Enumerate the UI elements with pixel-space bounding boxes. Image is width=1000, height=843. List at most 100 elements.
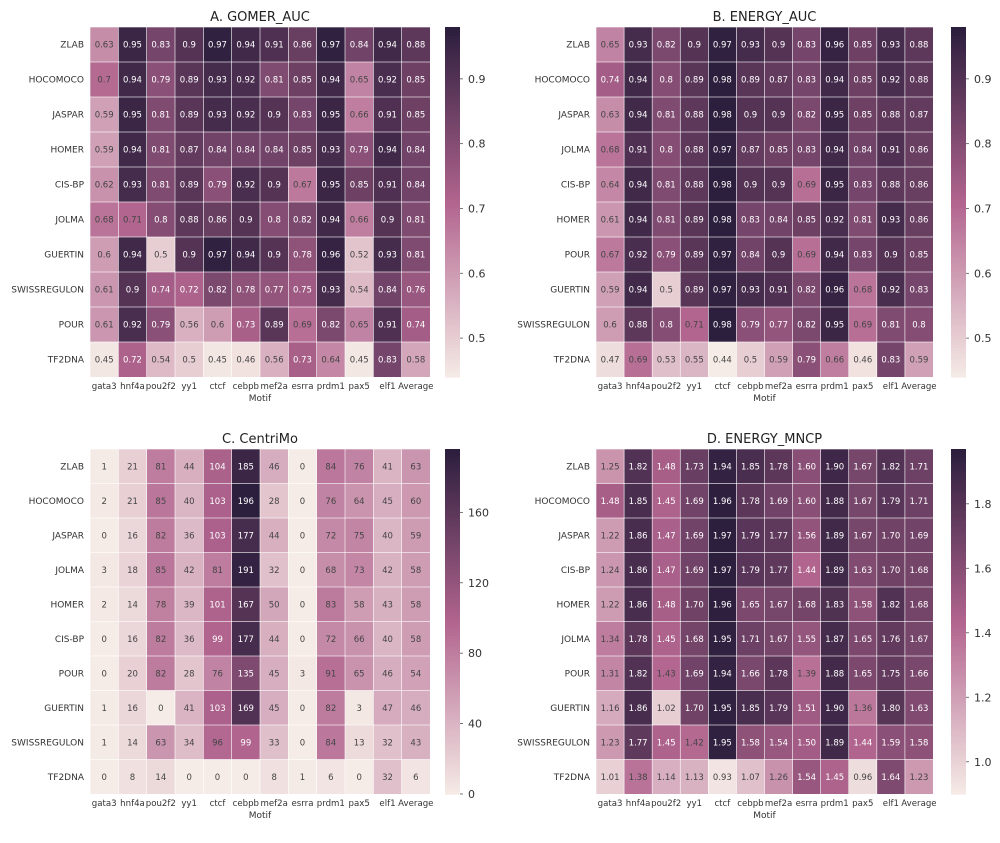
colorbar-segment [445,102,460,107]
colorbar-segment [951,237,966,241]
heatmap-cell [288,166,318,203]
colorbar-segment [951,167,966,171]
cell-value-label: 0.97 [321,41,340,51]
cell-value-label: 0.83 [797,41,816,51]
heatmap-cell [118,483,148,519]
cell-value-label: 0.91 [378,111,397,121]
row-label: HOCOMOCO [29,497,84,507]
colorbar-segment [951,618,966,623]
cell-value-label: 1.68 [685,635,704,645]
heatmap-cell [595,271,625,308]
heatmap-cell [288,655,318,692]
heatmap-cell [679,341,709,378]
heatmap-cell [316,236,346,273]
colorbar-segment [951,480,966,485]
cell-value-label: 0.78 [293,251,312,261]
colorbar-segment [445,595,460,600]
heatmap-cell [736,96,766,133]
heatmap-cell [231,517,261,554]
cell-value-label: 0.93 [378,251,397,261]
colorbar-segment [951,578,966,582]
colorbar-segment [445,289,460,294]
colorbar-segment [951,286,966,291]
cell-value-label: 0.44 [713,356,732,366]
cell-value-label: 1.69 [769,497,788,507]
cell-value-label: 0.84 [236,146,255,156]
cell-value-label: 0 [243,773,248,783]
heatmap-cell [820,621,850,657]
heatmap-cell [736,690,766,726]
cell-value-label: 1.31 [601,669,620,679]
heatmap-cell [288,759,318,795]
heatmap-cell [623,690,653,726]
heatmap-cell [174,517,204,554]
column-label: prdm1 [821,799,849,809]
heatmap-cell [89,759,119,795]
cell-value-label: 0.82 [797,111,816,121]
cell-value-label: 0.8 [267,216,281,226]
cell-value-label: 73 [354,566,365,576]
cell-value-label: 1.78 [769,669,788,679]
colorbar-segment [951,342,966,346]
colorbar-segment [951,134,966,139]
cell-value-label: 1.13 [685,773,704,783]
colorbar-segment [445,638,460,643]
cell-value-label: 0.69 [293,321,312,331]
heatmap-cell [848,759,878,795]
colorbar-segment [445,515,460,519]
colorbar-tick-label: 0.8 [468,138,486,151]
heatmap-cell [401,448,431,485]
colorbar-segment [951,280,966,285]
colorbar-segment [445,575,460,579]
cell-value-label: 58 [354,600,365,610]
heatmap-cell [848,96,878,133]
colorbar-segment [951,67,966,72]
colorbar-segment [445,474,460,479]
colorbar-segment [445,535,460,539]
heatmap-cell [231,166,261,203]
column-label: cebpb [233,799,259,809]
colorbar-segment [951,679,966,683]
cell-value-label: 0.45 [350,356,369,366]
cell-value-label: 1.66 [909,669,928,679]
cell-value-label: 96 [212,738,223,748]
colorbar-segment [445,788,460,792]
heatmap-cell [344,341,374,378]
heatmap-cell [174,306,204,343]
heatmap-cell [623,341,653,378]
colorbar-segment [445,782,460,786]
row-label: POUR [565,251,590,261]
cell-value-label: 1.67 [853,497,872,507]
colorbar-segment [445,707,460,712]
colorbar-segment [445,739,460,743]
colorbar-segment [445,601,460,605]
heatmap-cell [848,655,878,692]
colorbar-segment [445,564,460,568]
cell-value-label: 0.45 [208,356,227,366]
cell-value-label: 0.9 [267,181,281,191]
cell-value-label: 0.94 [123,76,142,86]
colorbar-segment [951,47,966,51]
heatmap-cell [679,96,709,133]
heatmap-cell [764,201,794,238]
heatmap-cell [651,271,681,308]
colorbar-segment [951,35,966,40]
colorbar-segment [445,670,460,674]
cell-value-label: 32 [382,773,393,783]
colorbar-segment [951,587,966,591]
heatmap-cell [792,517,822,554]
colorbar-segment [445,228,460,232]
heatmap-cell [373,655,403,692]
cell-value-label: 14 [127,600,138,610]
heatmap-cell [288,690,318,726]
cell-value-label: 0.94 [123,146,142,156]
column-label: gata3 [92,382,117,392]
heatmap-cell [651,655,681,692]
colorbar-segment [445,365,460,369]
colorbar-segment [445,193,460,197]
cell-value-label: 0.69 [629,356,648,366]
colorbar-segment [445,374,460,378]
colorbar-segment [951,149,966,154]
colorbar-segment [951,612,966,617]
